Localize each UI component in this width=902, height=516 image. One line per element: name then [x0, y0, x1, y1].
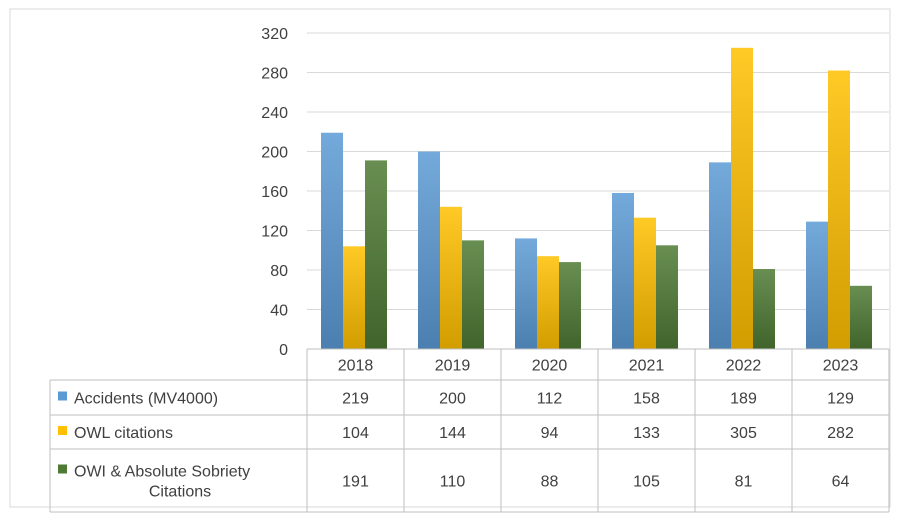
y-tick-label: 240 — [261, 105, 288, 122]
y-tick-label: 0 — [279, 342, 288, 359]
data-table-value: 104 — [342, 425, 369, 442]
x-tick-label: 2021 — [629, 358, 665, 375]
data-table-value: 64 — [832, 474, 850, 491]
gridlines — [307, 32, 889, 310]
bar — [828, 70, 850, 350]
y-tick-label: 160 — [261, 184, 288, 201]
y-axis-tick-labels: 0 40 80 120 160 200 240 280 320 — [261, 26, 288, 359]
bars — [321, 47, 872, 350]
bar — [753, 269, 775, 349]
data-table-value: 94 — [541, 425, 559, 442]
y-tick-label: 120 — [261, 224, 288, 241]
y-tick-label: 200 — [261, 145, 288, 162]
bar — [440, 206, 462, 349]
data-table-value: 129 — [827, 391, 854, 408]
data-table-value: 191 — [342, 474, 369, 491]
bar — [462, 240, 484, 349]
legend-key — [58, 426, 67, 435]
bar — [709, 162, 731, 349]
y-tick-label: 280 — [261, 66, 288, 83]
data-table-value: 144 — [439, 425, 466, 442]
data-table-value: 133 — [633, 425, 660, 442]
data-table-value: 110 — [440, 474, 466, 491]
bar — [731, 47, 753, 349]
bar — [515, 238, 537, 349]
data-table-value: 81 — [735, 474, 753, 491]
bar — [418, 151, 440, 349]
data-table-value: 158 — [633, 391, 660, 408]
data-table-value: 112 — [537, 391, 563, 408]
bar — [321, 132, 343, 349]
bar — [612, 192, 634, 349]
x-tick-label: 2019 — [435, 358, 471, 375]
bar — [537, 256, 559, 349]
legend-key — [58, 464, 67, 474]
data-table-value: 88 — [541, 474, 559, 491]
data-table-value: 105 — [633, 474, 660, 491]
y-tick-label: 80 — [270, 263, 288, 280]
bar — [634, 217, 656, 349]
x-tick-label: 2018 — [338, 358, 374, 375]
data-table: 2018 2019 2020 2021 2022 2023 Accidents (MV400… — [49, 348, 890, 513]
legend-label: OWL citations — [74, 425, 173, 442]
data-table-value: 189 — [730, 391, 757, 408]
x-tick-label: 2022 — [726, 358, 762, 375]
data-table-value: 219 — [342, 391, 369, 408]
bar — [806, 221, 828, 349]
legend-label: OWI & Absolute Sobriety Citations — [74, 464, 250, 501]
bar — [365, 160, 387, 349]
data-table-value: 282 — [827, 425, 854, 442]
bar — [850, 285, 872, 349]
x-tick-label: 2020 — [532, 358, 568, 375]
legend-key — [58, 391, 67, 401]
data-table-value: 200 — [439, 391, 466, 408]
legend-label: Accidents (MV4000) — [74, 391, 218, 408]
data-table-value: 305 — [730, 425, 757, 442]
x-tick-label: 2023 — [823, 358, 859, 375]
bar — [559, 262, 581, 349]
bar — [656, 245, 678, 349]
y-tick-label: 40 — [270, 303, 288, 320]
y-tick-label: 320 — [261, 26, 288, 43]
bar — [343, 246, 365, 349]
